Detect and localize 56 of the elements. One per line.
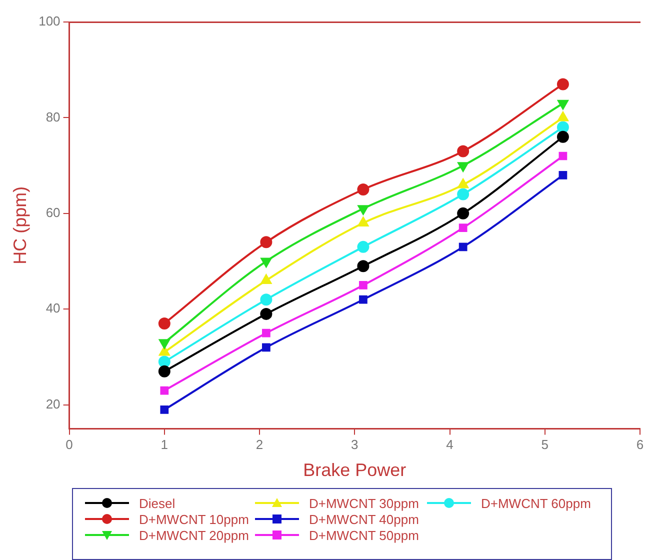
point <box>556 130 569 143</box>
point <box>158 356 170 368</box>
point <box>158 318 170 330</box>
x-axis-title: Brake Power <box>303 460 406 480</box>
point <box>558 170 568 180</box>
point <box>458 178 468 188</box>
y-tick-label: 80 <box>46 109 60 124</box>
x-tick-label: 0 <box>66 437 73 452</box>
point <box>260 274 272 284</box>
legend-label: D+MWCNT 50ppm <box>309 528 419 542</box>
point <box>357 184 370 196</box>
point <box>357 260 370 272</box>
point <box>556 78 569 90</box>
point <box>458 242 468 252</box>
point <box>160 386 169 395</box>
y-tick-label: 60 <box>46 205 60 220</box>
point <box>357 240 370 253</box>
x-tick-label: 5 <box>541 437 548 452</box>
point <box>260 294 272 306</box>
point <box>556 121 569 134</box>
point <box>260 236 272 248</box>
point <box>558 100 568 110</box>
point <box>159 339 170 349</box>
point <box>158 365 170 378</box>
point <box>359 281 368 290</box>
legend-label: D+MWCNT 60ppm <box>481 496 591 510</box>
y-tick-label: 100 <box>38 14 60 29</box>
y-tick-label: 20 <box>46 396 60 412</box>
point <box>159 346 170 356</box>
point <box>260 308 272 320</box>
point <box>260 258 272 268</box>
point <box>457 145 470 158</box>
legend-label: Diesel <box>139 496 176 510</box>
x-tick-label: 6 <box>636 437 644 452</box>
legend-label: D+MWCNT 10ppm <box>139 512 249 526</box>
point <box>160 405 169 414</box>
point <box>458 162 468 172</box>
point <box>558 152 568 160</box>
x-tick-label: 4 <box>446 437 454 452</box>
legend-label: D+MWCNT 30ppm <box>309 496 419 510</box>
point <box>262 343 270 352</box>
x-tick-label: 1 <box>160 437 168 452</box>
x-tick-label: 2 <box>256 437 264 452</box>
y-axis-title: HC (ppm) <box>10 186 30 264</box>
point <box>458 224 468 232</box>
point <box>457 188 470 200</box>
legend-label: D+MWCNT 40ppm <box>309 512 419 526</box>
point <box>262 328 270 338</box>
x-tick-label: 3 <box>351 437 358 452</box>
point <box>558 112 568 122</box>
y-tick-label: 40 <box>46 300 60 316</box>
point <box>358 217 369 227</box>
point <box>359 295 368 304</box>
point <box>358 205 369 215</box>
legend-label: D+MWCNT 20ppm <box>139 528 249 542</box>
point <box>457 207 470 220</box>
